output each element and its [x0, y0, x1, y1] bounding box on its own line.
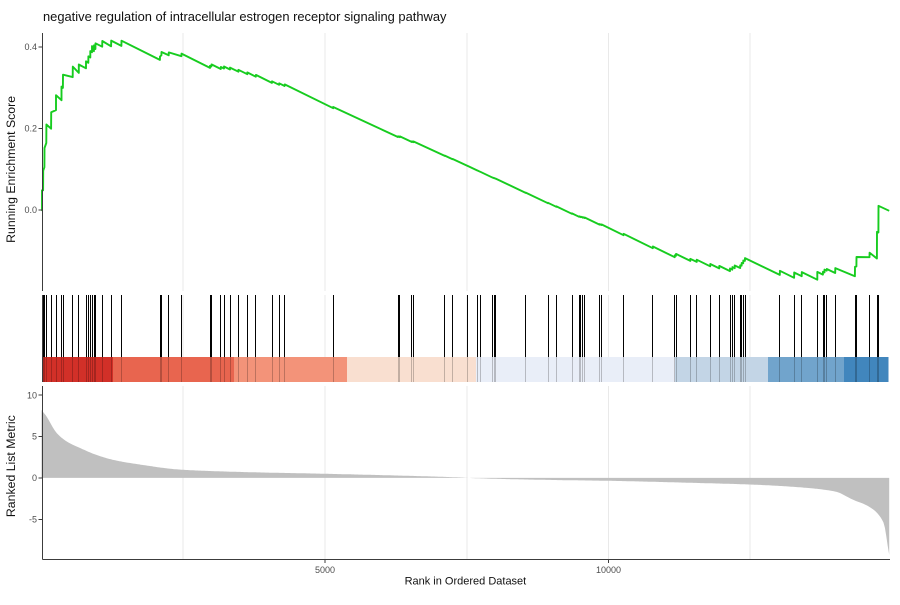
svg-text:0.2: 0.2 [24, 124, 37, 134]
svg-text:5000: 5000 [315, 565, 335, 575]
svg-text:0: 0 [32, 473, 37, 483]
svg-text:Rank in Ordered Dataset: Rank in Ordered Dataset [405, 576, 527, 588]
svg-text:0.0: 0.0 [24, 205, 37, 215]
svg-text:negative regulation of intrace: negative regulation of intracellular est… [43, 9, 447, 24]
svg-text:5: 5 [32, 432, 37, 442]
svg-text:0.4: 0.4 [24, 42, 37, 52]
svg-text:10: 10 [27, 390, 37, 400]
svg-text:10000: 10000 [596, 565, 621, 575]
svg-text:-5: -5 [29, 515, 37, 525]
svg-text:Running Enrichment Score: Running Enrichment Score [4, 96, 18, 243]
svg-text:Ranked List Metric: Ranked List Metric [4, 415, 18, 517]
